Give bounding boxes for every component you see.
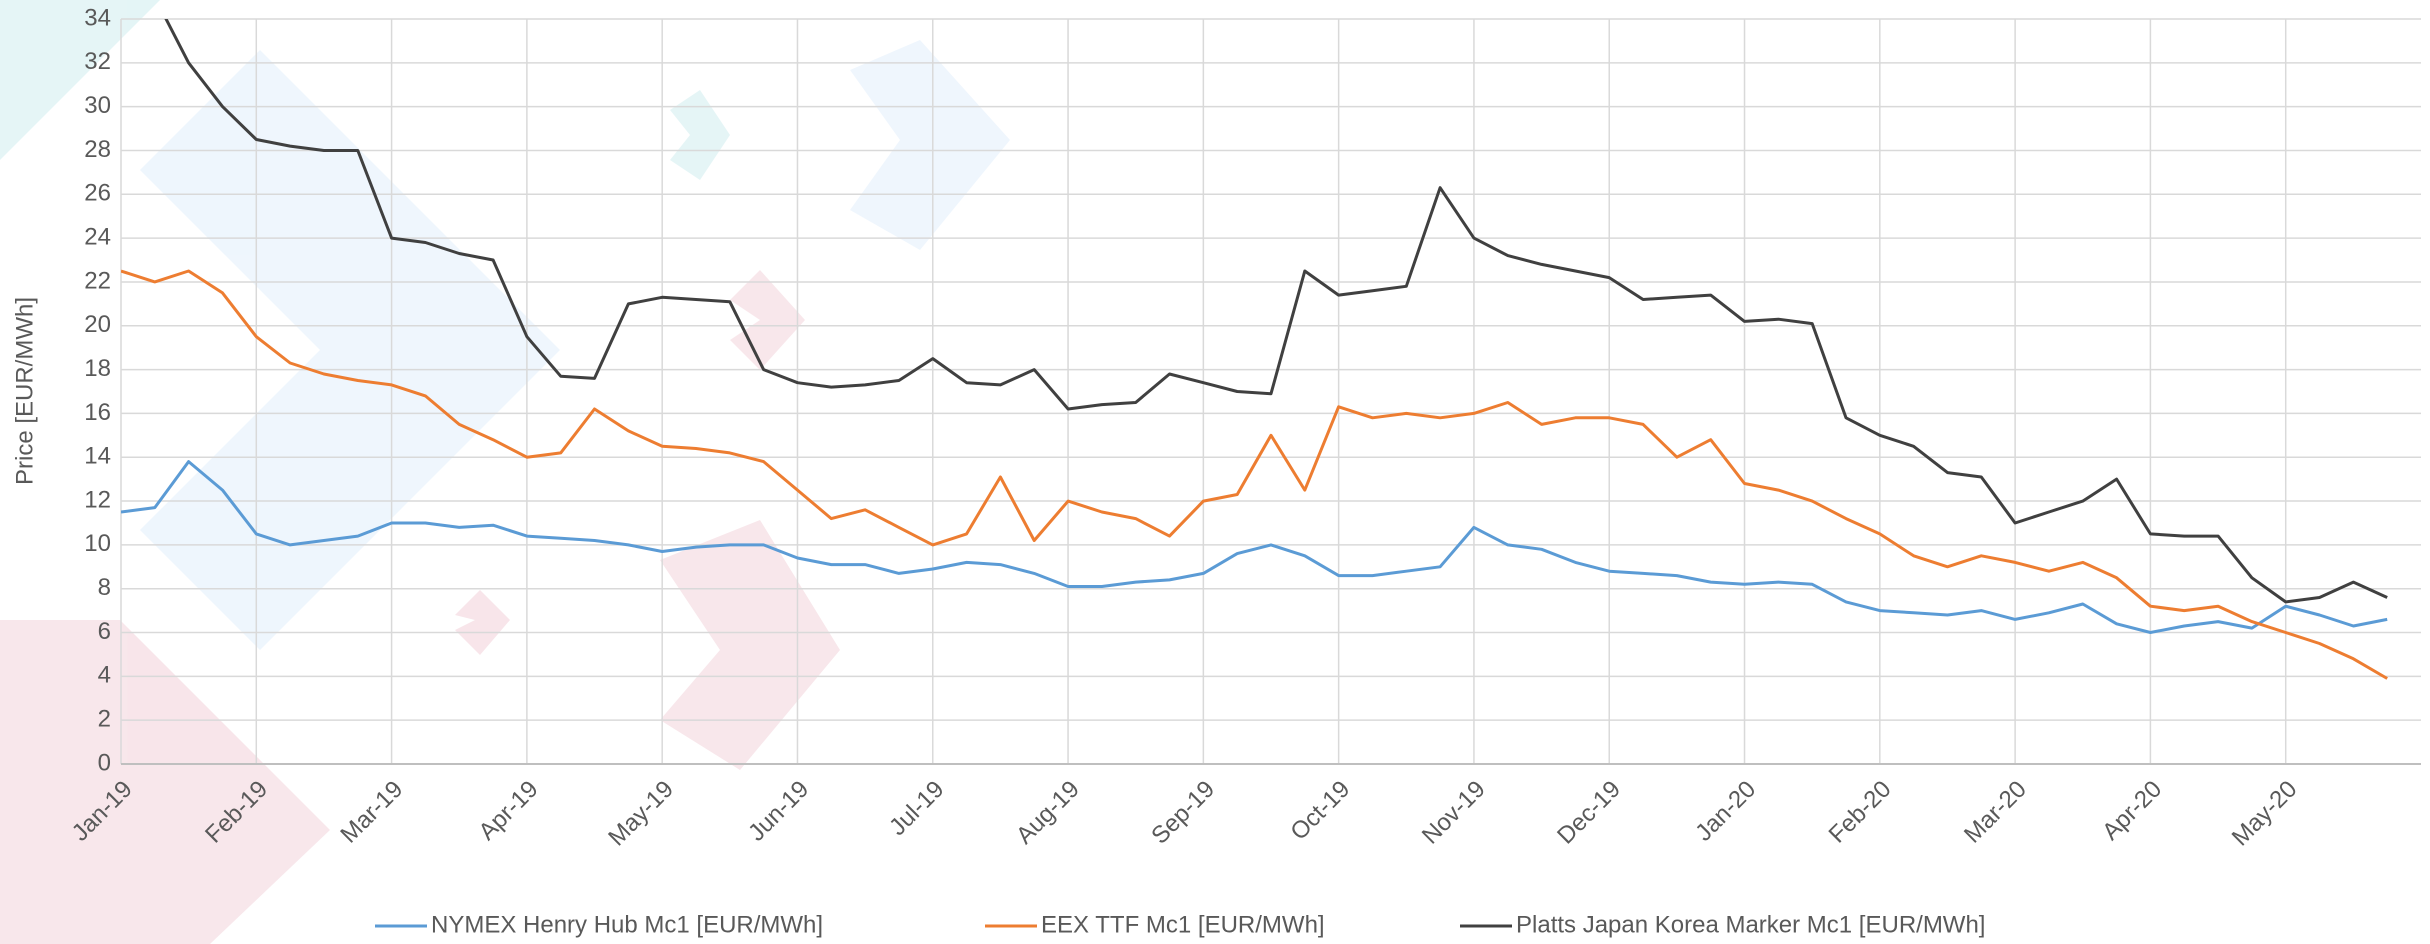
x-tick-label: Jan-20 [1690,776,1761,847]
x-tick-label: Jun-19 [743,776,814,847]
y-tick-label: 18 [84,355,111,382]
y-tick-label: 22 [84,267,111,294]
y-tick-label: 30 [84,92,111,119]
y-tick-label: 10 [84,530,111,557]
y-tick-label: 24 [84,223,111,250]
x-tick-label: Apr-20 [2097,776,2167,846]
y-tick-label: 16 [84,399,111,426]
y-tick-label: 20 [84,311,111,338]
x-tick-label: Oct-19 [1285,776,1355,846]
series-line [121,462,2387,633]
y-tick-label: 0 [98,749,111,776]
x-tick-label: Nov-19 [1417,776,1491,850]
y-tick-label: 12 [84,486,111,513]
y-tick-label: 2 [98,706,111,733]
x-tick-label: May-20 [2227,776,2303,852]
x-tick-label: Aug-19 [1011,776,1085,850]
y-tick-label: 4 [98,662,111,689]
x-tick-label: Mar-19 [335,776,408,849]
x-tick-label: Jul-19 [884,776,949,841]
legend-label: NYMEX Henry Hub Mc1 [EUR/MWh] [431,911,823,938]
y-tick-label: 6 [98,618,111,645]
x-tick-label: Sep-19 [1146,776,1220,850]
y-tick-label: 28 [84,136,111,163]
y-tick-label: 32 [84,48,111,75]
x-tick-label: May-19 [603,776,679,852]
y-tick-label: 8 [98,574,111,601]
legend-label: Platts Japan Korea Marker Mc1 [EUR/MWh] [1516,911,1985,938]
y-tick-label: 26 [84,180,111,207]
x-tick-label: Feb-20 [1824,776,1897,849]
x-tick-label: Dec-19 [1552,776,1626,850]
chart: Price [EUR/MWh] 024681012141618202224262… [0,0,2430,944]
x-tick-label: Apr-19 [474,776,544,846]
x-tick-label: Mar-20 [1959,776,2032,849]
legend-label: EEX TTF Mc1 [EUR/MWh] [1041,911,1325,938]
y-tick-label: 34 [84,4,111,31]
y-tick-label: 14 [84,443,111,470]
y-axis-title: Price [EUR/MWh] [11,297,38,485]
